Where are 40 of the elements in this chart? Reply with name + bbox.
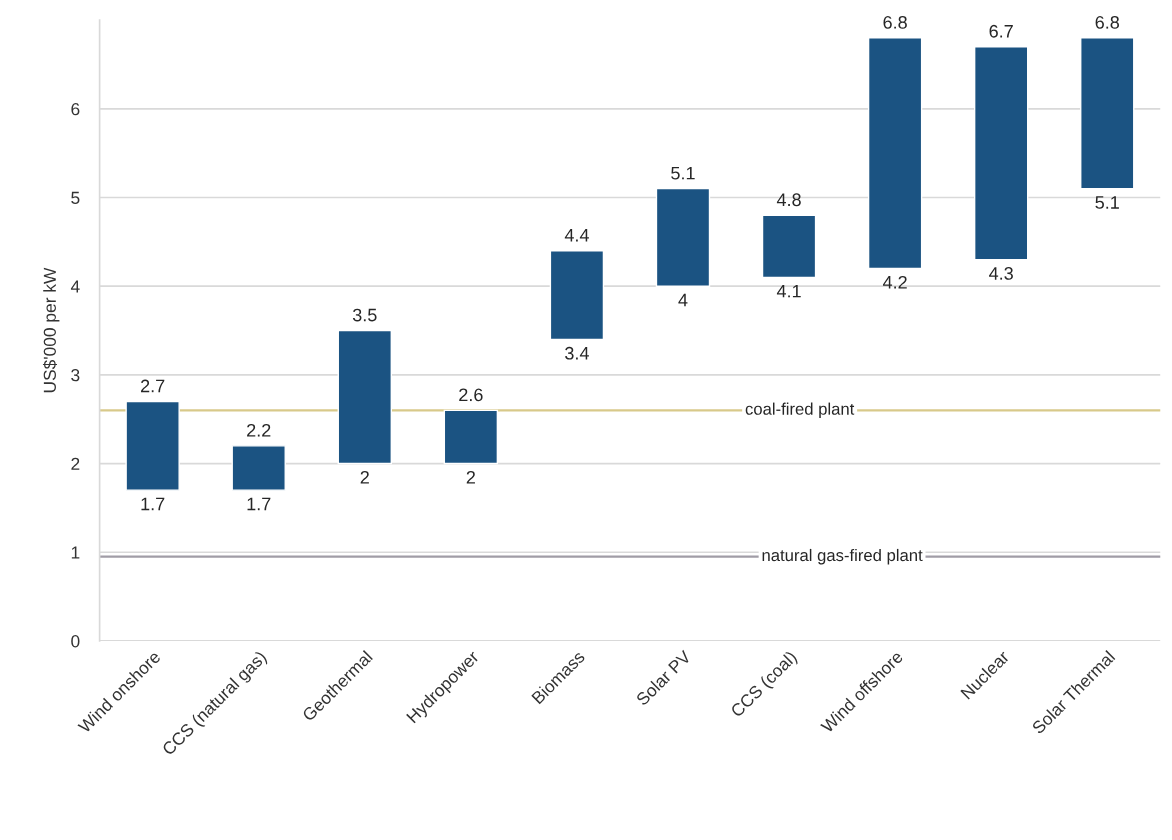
annotation: 2 <box>466 470 475 484</box>
annotation: 2.2 <box>247 423 271 437</box>
y-tick-label: 5 <box>71 191 80 204</box>
annotation: 4.8 <box>776 193 801 207</box>
y-tick-label: 1 <box>71 546 80 559</box>
annotation: 4 <box>678 293 688 307</box>
bar <box>1080 37 1135 190</box>
bar <box>867 37 923 270</box>
annotation: 2.7 <box>141 379 165 393</box>
annotation: 2 <box>360 470 369 484</box>
y-tick-label: 0 <box>71 635 80 648</box>
ref-line-label: coal-fired plant <box>745 402 855 419</box>
bar <box>125 400 180 491</box>
bar <box>443 409 499 465</box>
bar <box>337 329 392 465</box>
bar <box>761 214 817 279</box>
annotation: 3.5 <box>352 308 377 322</box>
y-tick-label: 6 <box>71 103 80 116</box>
annotation: 2.6 <box>459 388 483 402</box>
annotation: 6.8 <box>1095 15 1120 29</box>
bar <box>549 250 605 341</box>
annotation: 6.8 <box>883 15 907 29</box>
bar <box>655 187 711 287</box>
annotation: 4.2 <box>882 275 907 289</box>
annotation: 1.7 <box>247 497 271 511</box>
annotation: 1.7 <box>141 497 165 511</box>
annotation: 3.4 <box>565 346 589 360</box>
annotation: 4.1 <box>776 284 801 298</box>
annotation: 4.4 <box>564 229 589 242</box>
annotation: 6.7 <box>989 24 1013 38</box>
y-tick-label: 2 <box>71 457 80 470</box>
y-tick-label: 4 <box>70 280 80 293</box>
bar <box>231 445 286 491</box>
bar <box>973 46 1029 261</box>
annotation: 5.1 <box>671 166 695 180</box>
annotation: 5.1 <box>1095 196 1119 209</box>
annotation: 4.3 <box>989 267 1013 280</box>
y-axis-title: US$'000 per kW <box>42 267 60 393</box>
ref-line-label: natural gas-fired plant <box>762 548 923 565</box>
y-tick-label: 3 <box>71 369 80 382</box>
